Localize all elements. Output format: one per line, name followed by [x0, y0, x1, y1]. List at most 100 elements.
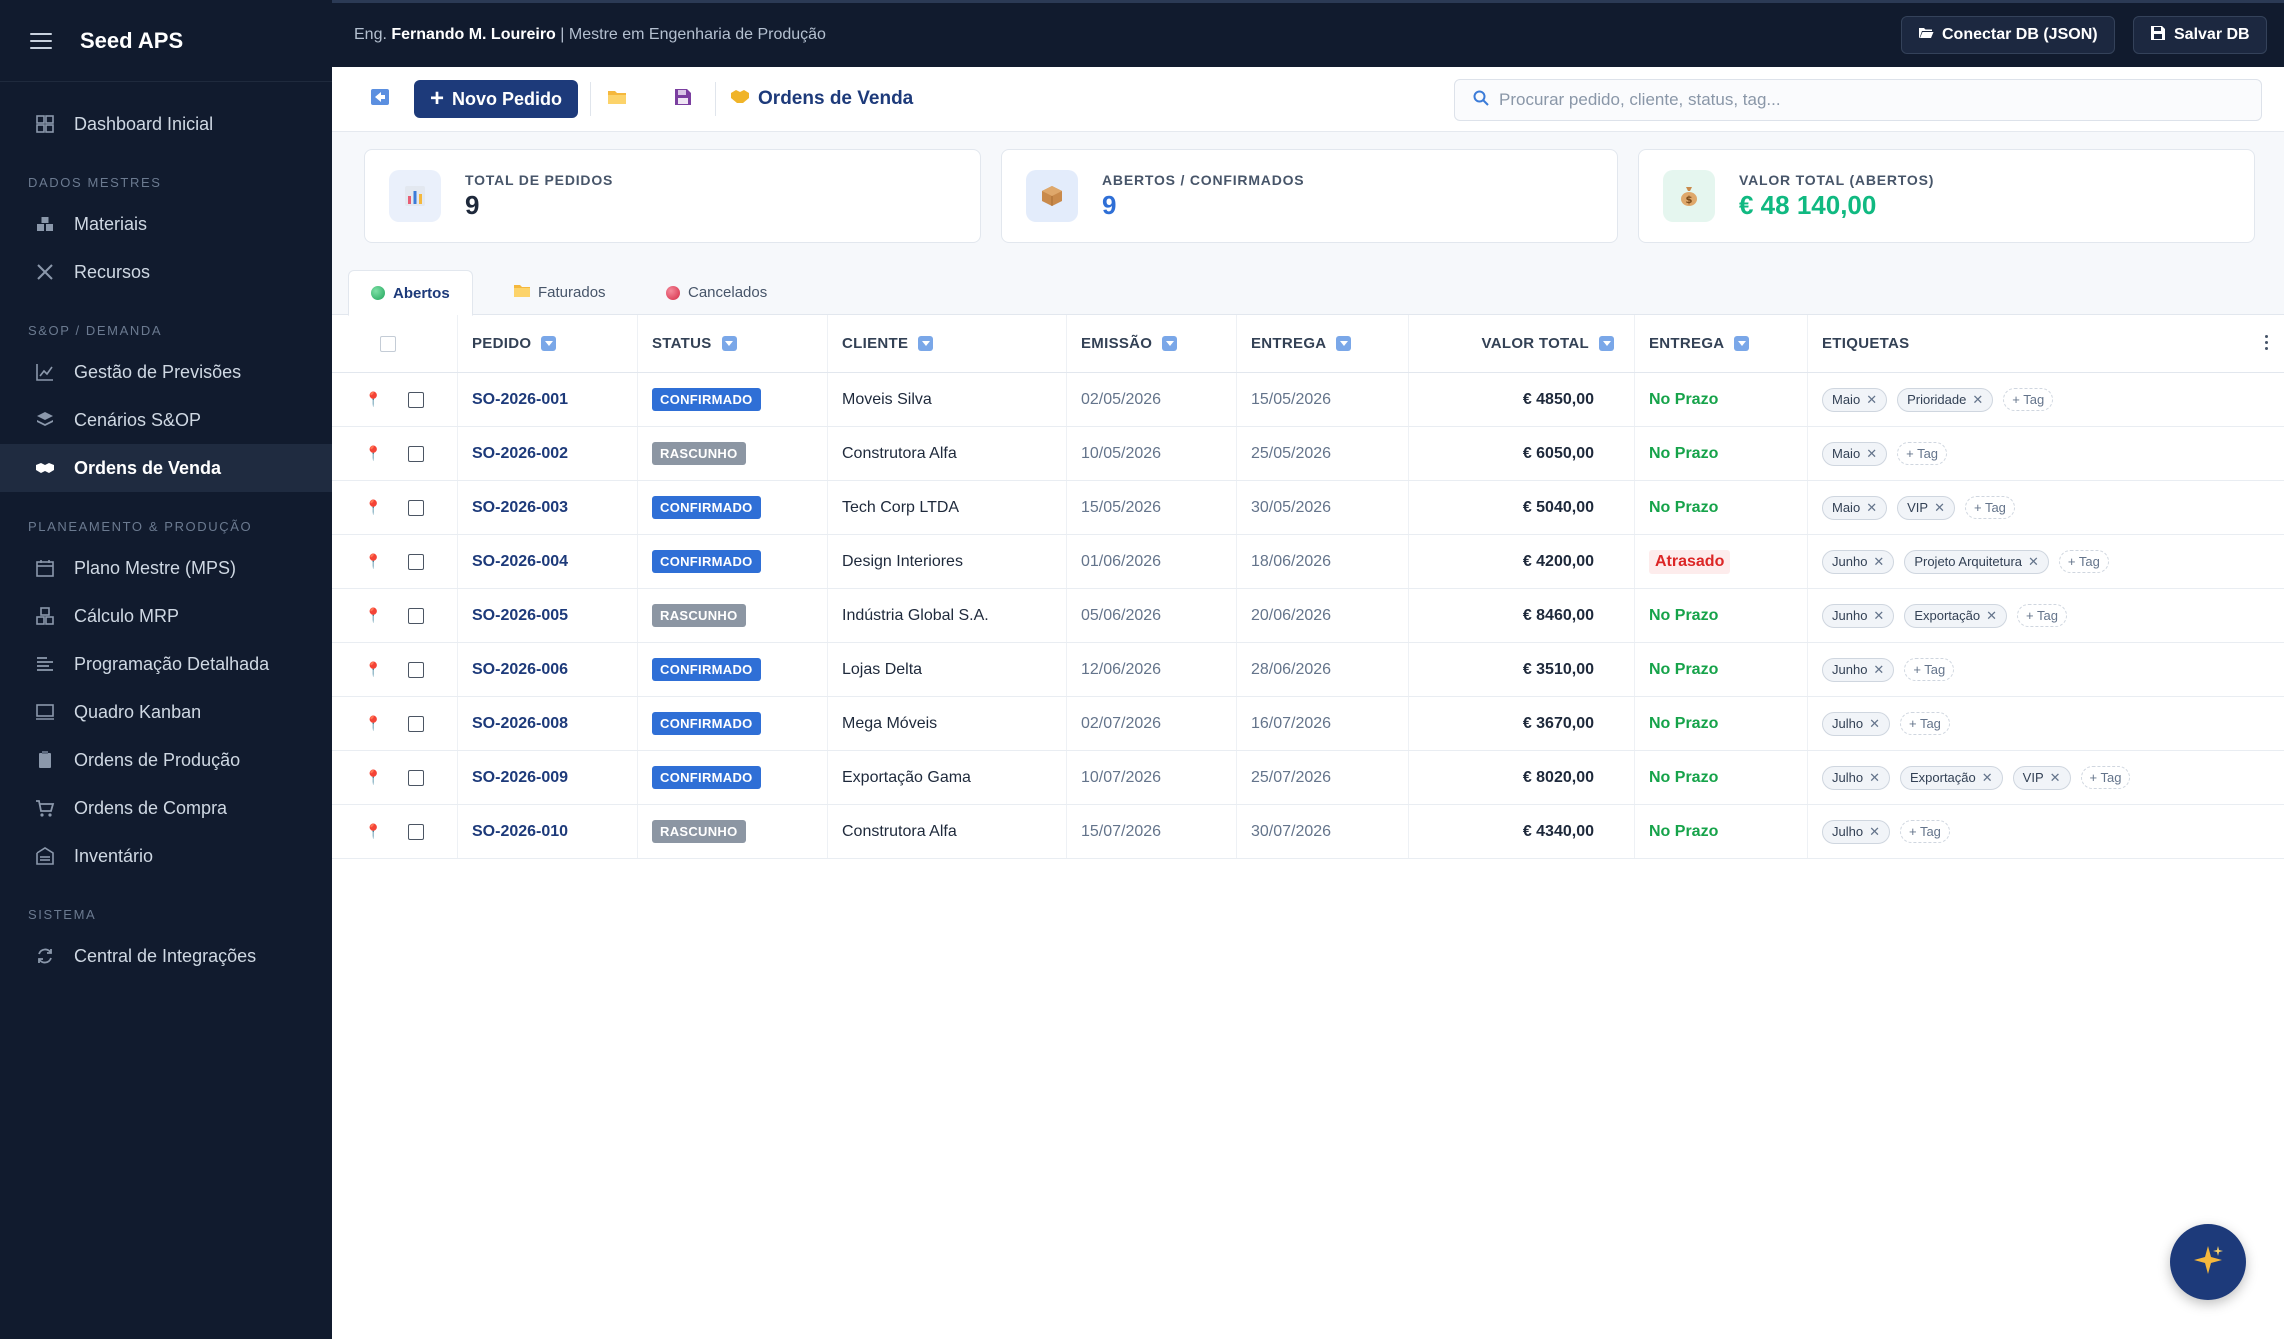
table-row[interactable]: 📍 SO-2026-009 CONFIRMADO Exportação Gama 10/… — [332, 751, 2284, 805]
close-icon[interactable]: ✕ — [1869, 715, 1880, 731]
tag-chip[interactable]: VIP ✕ — [1897, 495, 1955, 520]
filter-icon[interactable] — [1336, 336, 1352, 351]
tab-open[interactable]: Abertos — [348, 270, 473, 316]
close-icon[interactable]: ✕ — [1869, 823, 1880, 839]
filter-icon[interactable] — [721, 336, 737, 351]
row-checkbox[interactable] — [408, 661, 425, 678]
tag-chip[interactable]: Projeto Arquitetura ✕ — [1904, 549, 2049, 574]
add-tag-button[interactable]: + Tag — [1899, 712, 1950, 735]
add-tag-button[interactable]: + Tag — [1897, 442, 1948, 465]
save-button[interactable] — [663, 80, 703, 118]
sidebar-item-materials[interactable]: Materiais — [0, 200, 332, 248]
pin-icon[interactable]: 📍 — [364, 715, 383, 731]
header-total-value[interactable]: VALOR TOTAL — [1409, 315, 1635, 372]
tag-chip[interactable]: Exportação ✕ — [1899, 765, 2003, 790]
tag-chip[interactable]: Julho ✕ — [1822, 819, 1890, 844]
row-checkbox[interactable] — [408, 499, 425, 516]
close-icon[interactable]: ✕ — [1972, 391, 1984, 407]
row-checkbox[interactable] — [408, 607, 425, 624]
sidebar-item-resources[interactable]: Recursos — [0, 248, 332, 296]
sidebar-item-production-orders[interactable]: Ordens de Produção — [0, 736, 332, 784]
tag-chip[interactable]: Junho ✕ — [1822, 657, 1895, 682]
tab-invoiced[interactable]: Faturados — [492, 270, 628, 315]
order-id-link[interactable]: SO-2026-009 — [472, 768, 569, 786]
order-id-link[interactable]: SO-2026-008 — [472, 714, 569, 732]
order-id-link[interactable]: SO-2026-001 — [472, 390, 569, 408]
table-row[interactable]: 📍 SO-2026-006 CONFIRMADO Lojas Delta 12/06/2… — [332, 643, 2284, 697]
header-order[interactable]: PEDIDO — [458, 315, 638, 372]
add-tag-button[interactable]: + Tag — [2080, 766, 2131, 789]
sidebar-item-integrations[interactable]: Central de Integrações — [0, 932, 332, 980]
header-issue-date[interactable]: EMISSÃO — [1067, 315, 1237, 372]
close-icon[interactable]: ✕ — [1866, 391, 1878, 407]
row-checkbox[interactable] — [408, 391, 425, 408]
close-icon[interactable]: ✕ — [1869, 769, 1880, 785]
save-db-button[interactable]: Salvar DB — [2133, 16, 2267, 54]
order-id-link[interactable]: SO-2026-004 — [472, 552, 569, 570]
open-folder-button[interactable] — [597, 80, 637, 118]
collapse-panel-button[interactable] — [360, 80, 400, 118]
close-icon[interactable]: ✕ — [1981, 769, 1993, 785]
ai-assistant-button[interactable] — [2170, 1224, 2246, 1300]
connect-db-button[interactable]: Conectar DB (JSON) — [1901, 16, 2115, 54]
sidebar-item-scenarios[interactable]: Cenários S&OP — [0, 396, 332, 444]
table-row[interactable]: 📍 SO-2026-002 RASCUNHO Construtora Alfa 10/0… — [332, 427, 2284, 481]
add-tag-button[interactable]: + Tag — [1899, 820, 1950, 843]
tag-chip[interactable]: Junho ✕ — [1822, 549, 1895, 574]
sidebar-item-dashboard[interactable]: Dashboard Inicial — [0, 100, 332, 148]
add-tag-button[interactable]: + Tag — [1964, 496, 2015, 519]
add-tag-button[interactable]: + Tag — [2017, 604, 2067, 627]
pin-icon[interactable]: 📍 — [364, 607, 383, 623]
filter-icon[interactable] — [918, 336, 934, 351]
tag-chip[interactable]: Julho ✕ — [1822, 711, 1890, 736]
pin-icon[interactable]: 📍 — [364, 553, 383, 569]
tag-chip[interactable]: VIP ✕ — [2012, 765, 2071, 790]
sidebar-item-inventory[interactable]: Inventário — [0, 832, 332, 880]
filter-icon[interactable] — [1599, 336, 1614, 351]
sidebar-item-purchase-orders[interactable]: Ordens de Compra — [0, 784, 332, 832]
header-status[interactable]: STATUS — [638, 315, 828, 372]
sidebar-item-kanban[interactable]: Quadro Kanban — [0, 688, 332, 736]
add-tag-button[interactable]: + Tag — [1904, 658, 1955, 681]
tag-chip[interactable]: Maio ✕ — [1822, 387, 1888, 412]
add-tag-button[interactable]: + Tag — [2003, 388, 2054, 411]
row-checkbox[interactable] — [408, 553, 425, 570]
select-all-checkbox[interactable] — [379, 335, 396, 352]
sidebar-item-sales-orders[interactable]: Ordens de Venda — [0, 444, 332, 492]
close-icon[interactable]: ✕ — [1934, 499, 1945, 515]
table-row[interactable]: 📍 SO-2026-004 CONFIRMADO Design Interiores 0… — [332, 535, 2284, 589]
close-icon[interactable]: ✕ — [1986, 607, 1997, 623]
menu-icon[interactable] — [30, 32, 52, 49]
pin-icon[interactable]: 📍 — [364, 661, 383, 677]
header-delivery-date[interactable]: ENTREGA — [1237, 315, 1409, 372]
pin-icon[interactable]: 📍 — [364, 445, 383, 461]
table-row[interactable]: 📍 SO-2026-005 RASCUNHO Indústria Global S.A… — [332, 589, 2284, 643]
sidebar-item-scheduling[interactable]: Programação Detalhada — [0, 640, 332, 688]
order-id-link[interactable]: SO-2026-005 — [472, 606, 569, 624]
table-row[interactable]: 📍 SO-2026-003 CONFIRMADO Tech Corp LTDA 15/0… — [332, 481, 2284, 535]
order-id-link[interactable]: SO-2026-002 — [472, 444, 569, 462]
tag-chip[interactable]: Maio ✕ — [1822, 495, 1888, 520]
search-input[interactable] — [1499, 90, 2239, 110]
pin-icon[interactable]: 📍 — [364, 769, 383, 785]
tag-chip[interactable]: Junho ✕ — [1822, 603, 1895, 628]
filter-icon[interactable] — [1734, 336, 1750, 351]
sidebar-item-forecast[interactable]: Gestão de Previsões — [0, 348, 332, 396]
tag-chip[interactable]: Prioridade ✕ — [1897, 387, 1994, 412]
order-id-link[interactable]: SO-2026-010 — [472, 822, 569, 840]
tag-chip[interactable]: Julho ✕ — [1822, 765, 1890, 790]
add-tag-button[interactable]: + Tag — [2058, 550, 2109, 573]
header-client[interactable]: CLIENTE — [828, 315, 1067, 372]
header-delivery-status[interactable]: ENTREGA — [1635, 315, 1808, 372]
pin-icon[interactable]: 📍 — [364, 823, 383, 839]
sidebar-item-mps[interactable]: Plano Mestre (MPS) — [0, 544, 332, 592]
filter-icon[interactable] — [1162, 336, 1178, 351]
order-id-link[interactable]: SO-2026-006 — [472, 660, 569, 678]
close-icon[interactable]: ✕ — [1866, 499, 1878, 515]
close-icon[interactable]: ✕ — [1873, 661, 1885, 677]
order-id-link[interactable]: SO-2026-003 — [472, 498, 569, 516]
row-checkbox[interactable] — [408, 823, 425, 840]
filter-icon[interactable] — [541, 336, 557, 351]
more-options-icon[interactable] — [2265, 335, 2268, 350]
pin-icon[interactable]: 📍 — [364, 499, 383, 515]
